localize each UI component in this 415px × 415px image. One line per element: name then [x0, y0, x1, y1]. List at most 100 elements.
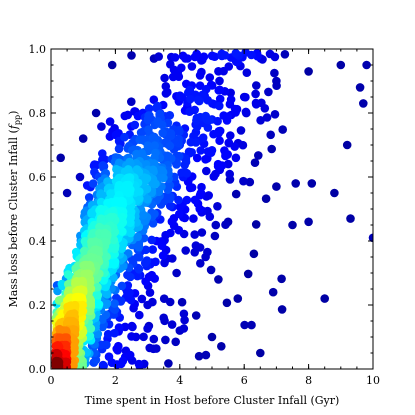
scatter-point	[215, 136, 224, 145]
scatter-point	[96, 189, 106, 198]
y-axis-label-var: f	[7, 123, 20, 130]
scatter-point	[184, 147, 194, 157]
scatter-point	[145, 288, 155, 297]
scatter-point	[255, 348, 265, 358]
scatter-point	[132, 149, 141, 159]
scatter-point	[149, 344, 158, 354]
scatter-point	[190, 105, 199, 115]
scatter-point	[225, 169, 234, 179]
scatter-point	[211, 220, 221, 230]
scatter-point	[217, 342, 226, 351]
scatter-point	[181, 154, 191, 164]
scatter-point	[116, 359, 126, 369]
scatter-point	[134, 359, 144, 369]
scatter-point	[96, 214, 106, 223]
scatter-point	[151, 179, 160, 189]
scatter-point	[207, 146, 217, 155]
scatter-point	[214, 127, 224, 136]
scatter-point	[233, 294, 243, 303]
scatter-point	[150, 141, 159, 150]
scatter-point	[159, 313, 168, 323]
scatter-point	[195, 71, 205, 80]
scatter-point	[97, 205, 106, 214]
scatter-point	[143, 324, 152, 333]
y-tick-label: 0.4	[29, 235, 47, 248]
y-tick-label: 0.0	[29, 363, 47, 376]
scatter-point	[179, 324, 189, 333]
scatter-point	[203, 123, 213, 132]
scatter-point	[185, 85, 195, 95]
scatter-point	[137, 294, 147, 304]
scatter-point	[90, 245, 99, 255]
x-tick-label: 6	[241, 374, 248, 387]
scatter-point	[231, 108, 240, 117]
scatter-point	[85, 306, 95, 316]
x-tick-label: 4	[176, 374, 183, 387]
scatter-point	[249, 249, 259, 259]
scatter-point	[208, 51, 217, 61]
scatter-point	[251, 220, 261, 229]
scatter-point	[210, 231, 220, 241]
scatter-point	[236, 126, 246, 135]
scatter-point	[144, 111, 153, 120]
scatter-point	[154, 52, 163, 61]
scatter-point	[201, 252, 210, 262]
scatter-point	[97, 122, 106, 131]
y-tick-label: 0.8	[29, 107, 47, 120]
scatter-point	[220, 51, 230, 60]
scatter-point	[231, 189, 241, 199]
scatter-point	[124, 165, 133, 174]
scatter-point	[148, 165, 158, 175]
scatter-point	[251, 100, 261, 109]
scatter-point	[84, 193, 94, 202]
scatter-point	[170, 53, 180, 62]
scatter-point	[177, 63, 186, 73]
scatter-point	[127, 97, 136, 106]
scatter-point	[192, 153, 202, 163]
scatter-point	[336, 60, 346, 70]
scatter-point	[214, 275, 223, 284]
scatter-point	[63, 270, 73, 279]
scatter-point	[158, 251, 168, 260]
y-axis-label: Mass loss before Cluster Infall (fpp)	[7, 111, 22, 308]
scatter-point	[163, 87, 172, 97]
scatter-point	[187, 62, 197, 71]
scatter-point	[231, 49, 241, 58]
scatter-point	[239, 176, 248, 186]
scatter-point	[346, 214, 355, 223]
y-tick-label: 1.0	[29, 43, 47, 56]
scatter-point	[203, 95, 212, 105]
y-axis-label-main: Mass loss before Cluster Infall (	[7, 129, 20, 307]
x-tick-label: 0	[48, 374, 55, 387]
scatter-point	[95, 222, 104, 232]
scatter-point	[304, 217, 313, 227]
scatter-point	[245, 177, 255, 187]
scatter-point	[120, 111, 130, 121]
scatter-point	[126, 272, 135, 282]
scatter-point	[144, 104, 154, 113]
scatter-point	[166, 228, 175, 238]
scatter-point	[362, 60, 371, 70]
scatter-point	[192, 49, 201, 59]
scatter-point	[226, 95, 236, 104]
x-axis-label: Time spent in Host before Cluster Infall…	[85, 394, 340, 407]
scatter-point	[175, 209, 184, 219]
scatter-point	[181, 246, 190, 255]
scatter-point	[160, 73, 169, 83]
scatter-point	[134, 242, 144, 252]
axis-ticks: 0 2 4 6 8 10 0.0 0.2 0.4 0.6 0.8 1.0	[29, 43, 381, 387]
scatter-point	[268, 287, 278, 297]
scatter-point	[288, 220, 297, 230]
x-tick-label: 10	[366, 374, 380, 387]
scatter-point	[133, 271, 142, 281]
scatter-point	[278, 125, 288, 134]
scatter-point	[165, 141, 175, 151]
scatter-point	[177, 297, 187, 307]
scatter-point	[154, 119, 164, 128]
scatter-point	[266, 130, 276, 140]
scatter-point	[241, 107, 251, 117]
scatter-point	[251, 81, 261, 90]
scatter-point	[202, 166, 211, 176]
scatter-point	[112, 344, 121, 354]
